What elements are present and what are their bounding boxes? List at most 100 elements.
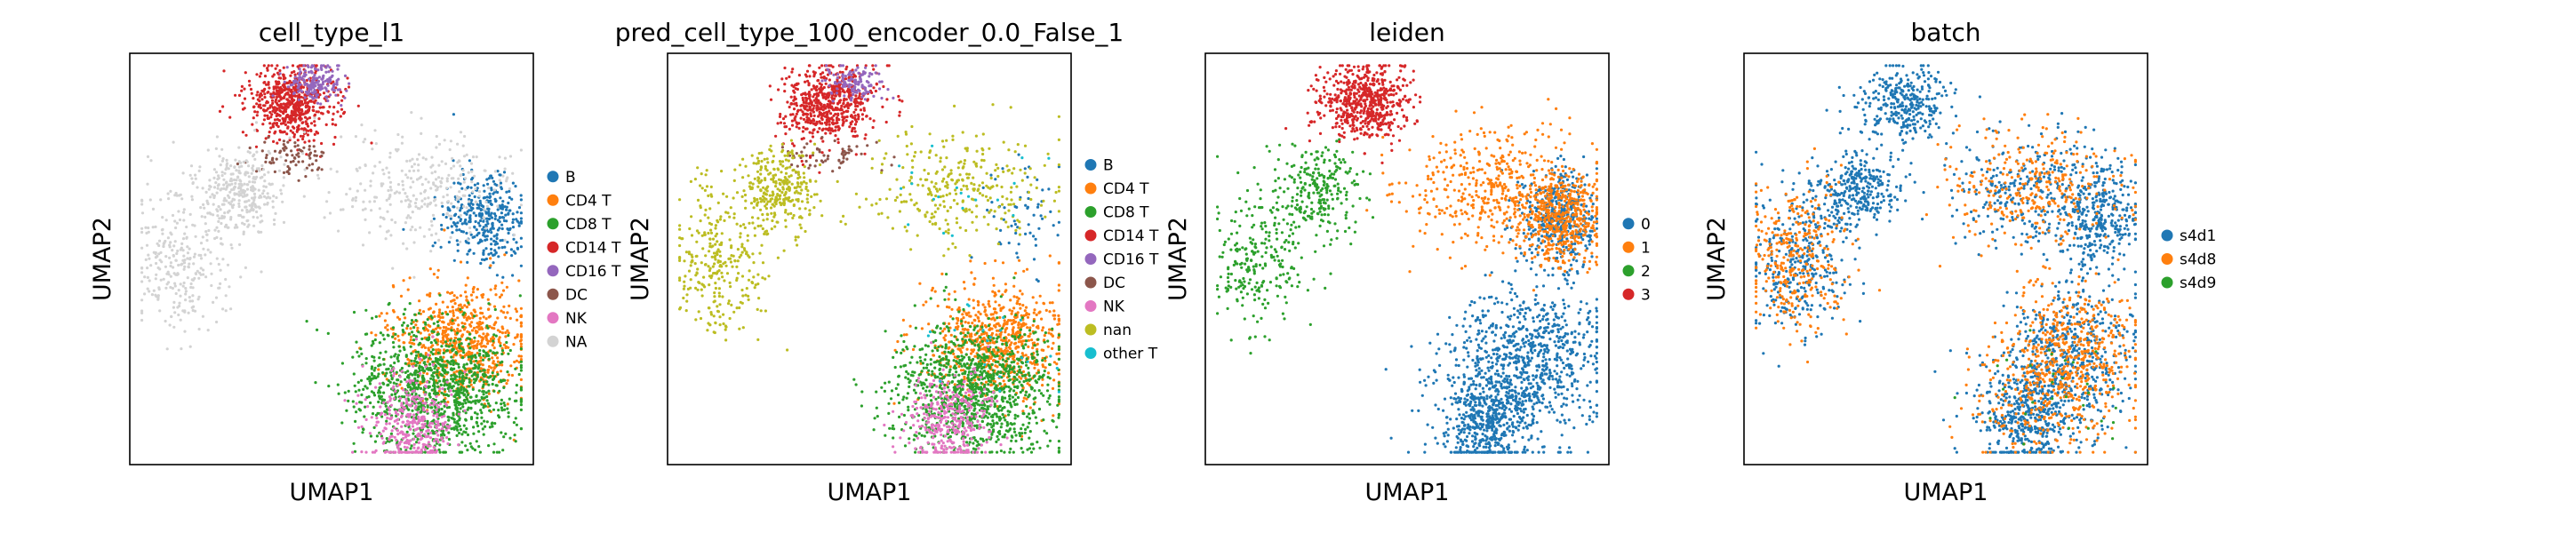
point-CD16-T bbox=[317, 76, 321, 79]
umap-panel-2: pred_cell_type_100_encoder_0.0_False_1UM… bbox=[615, 18, 1159, 506]
point-CD14-T bbox=[296, 139, 300, 142]
point-NA bbox=[238, 179, 242, 182]
point-B bbox=[469, 206, 473, 210]
point-NA bbox=[160, 260, 164, 264]
point-B bbox=[456, 249, 460, 252]
point-CD16-T bbox=[311, 78, 315, 82]
point-CD16-T bbox=[311, 82, 315, 85]
point-CD8-T bbox=[434, 360, 437, 363]
point-DC bbox=[302, 146, 306, 149]
point-CD14-T bbox=[250, 91, 253, 95]
point-CD14-T bbox=[282, 77, 285, 81]
point-NA bbox=[199, 266, 203, 270]
point-CD8-T bbox=[352, 405, 356, 409]
point-CD4-T bbox=[442, 321, 445, 324]
point-CD8-T bbox=[491, 425, 494, 428]
point-CD8-T bbox=[479, 409, 483, 412]
point-B bbox=[994, 178, 997, 181]
point-NA bbox=[400, 141, 404, 145]
point-CD4-T bbox=[967, 321, 971, 325]
point-NK bbox=[392, 367, 396, 370]
point-CD4-T bbox=[494, 293, 498, 297]
point-NK bbox=[403, 406, 406, 410]
point-NA bbox=[174, 291, 178, 296]
point-NA bbox=[191, 181, 195, 186]
point-DC bbox=[263, 140, 267, 144]
point-NA bbox=[234, 158, 237, 162]
point-NK bbox=[389, 450, 394, 454]
point-B bbox=[479, 202, 483, 205]
point-NK bbox=[411, 425, 414, 428]
point-CD16-T bbox=[307, 65, 310, 68]
point-B bbox=[502, 216, 506, 219]
point-NA bbox=[257, 230, 260, 234]
point-NA bbox=[171, 213, 175, 218]
point-NA bbox=[467, 171, 470, 174]
point-CD16-T bbox=[345, 89, 348, 92]
point-NA bbox=[422, 235, 426, 238]
point-B bbox=[480, 239, 484, 243]
point-B bbox=[432, 217, 436, 220]
point-B bbox=[447, 241, 451, 244]
point-NA bbox=[216, 184, 220, 187]
point-CD4-T bbox=[486, 298, 490, 301]
point-NA bbox=[168, 323, 172, 327]
point-NA bbox=[249, 209, 252, 212]
point-CD8-T bbox=[406, 386, 410, 389]
point-CD8-T bbox=[481, 390, 484, 394]
point-CD14-T bbox=[274, 67, 277, 70]
point-CD4-T bbox=[410, 335, 413, 338]
point-B bbox=[485, 238, 489, 242]
point-CD8-T bbox=[396, 359, 400, 363]
point-CD14-T bbox=[277, 91, 281, 95]
point-NA bbox=[387, 229, 390, 233]
point-CD8-T bbox=[421, 378, 425, 381]
point-CD8-T bbox=[483, 369, 486, 372]
point-CD8-T bbox=[472, 367, 476, 370]
point-CD8-T bbox=[345, 409, 348, 412]
point-CD4-T bbox=[1014, 341, 1018, 345]
point-CD8-T bbox=[416, 361, 420, 364]
point-CD4-T bbox=[426, 360, 429, 363]
point-B bbox=[484, 211, 488, 214]
point-CD4-T bbox=[426, 293, 429, 297]
point-DC bbox=[296, 144, 300, 147]
point-NA bbox=[435, 146, 438, 149]
point-NK bbox=[395, 438, 398, 442]
point-CD4-T bbox=[932, 354, 936, 357]
point-CD4-T bbox=[957, 365, 961, 369]
point-CD14-T bbox=[253, 110, 257, 114]
point-NA bbox=[219, 208, 222, 211]
point-B bbox=[1049, 210, 1052, 213]
point-CD4-T bbox=[1047, 331, 1051, 335]
point-DC bbox=[284, 159, 288, 163]
point-NA bbox=[413, 228, 417, 232]
point-NA bbox=[244, 200, 247, 203]
point-NK bbox=[373, 450, 377, 454]
point-NA bbox=[237, 146, 241, 149]
point-NK bbox=[396, 443, 399, 447]
point-NA bbox=[189, 282, 193, 286]
point-NK bbox=[414, 337, 419, 341]
point-NA bbox=[187, 266, 190, 269]
point-CD4-T bbox=[1002, 379, 1005, 383]
point-CD8-T bbox=[416, 373, 420, 377]
point-CD8-T bbox=[472, 432, 476, 435]
point-NK bbox=[414, 404, 418, 408]
point-CD8-T bbox=[502, 435, 506, 439]
scatter-points bbox=[678, 64, 1060, 454]
point-CD16-T bbox=[324, 70, 328, 74]
point-NA bbox=[230, 188, 234, 192]
point-NA bbox=[214, 147, 218, 150]
point-CD4-T bbox=[977, 303, 980, 306]
point-NK bbox=[420, 448, 423, 451]
point-CD8-T bbox=[443, 410, 446, 413]
point-B bbox=[431, 244, 435, 248]
point-NA bbox=[183, 330, 187, 333]
point-B bbox=[504, 213, 508, 217]
point-CD8-T bbox=[436, 320, 439, 323]
point-CD8-T bbox=[474, 399, 477, 402]
point-NK bbox=[360, 450, 364, 454]
point-CD4-T bbox=[470, 329, 475, 332]
point-CD16-T bbox=[293, 76, 297, 79]
